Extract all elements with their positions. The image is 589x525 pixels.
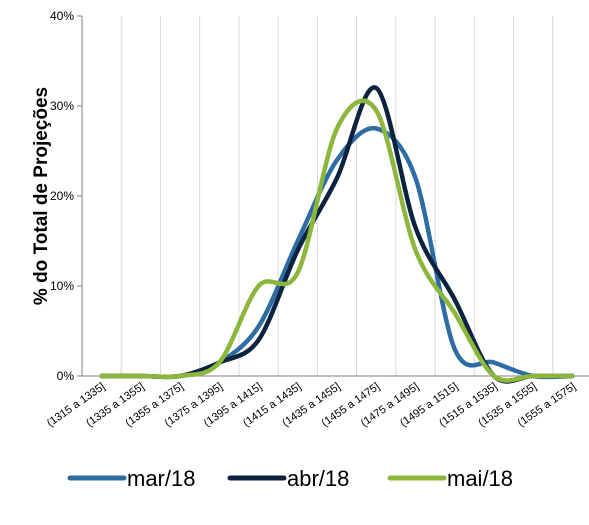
- x-axis-ticks: (1315 a 1335](1335 a 1355](1355 a 1375](…: [45, 381, 578, 430]
- series-line-mar-18: [99, 126, 575, 380]
- series-lines: [99, 85, 575, 384]
- y-axis-ticks: 0% 10% 20% 30% 40%: [50, 9, 82, 383]
- y-tick-label: 0%: [57, 369, 75, 383]
- legend: mar/18 abr/18 mai/18: [67, 466, 513, 491]
- y-tick-label: 10%: [50, 279, 74, 293]
- gridlines: [120, 16, 554, 376]
- y-tick-label: 20%: [50, 189, 74, 203]
- axes: [81, 16, 589, 377]
- series-line-mai-18: [99, 98, 575, 383]
- y-axis-label: % do Total de Projeções: [31, 87, 52, 305]
- legend-label: mai/18: [447, 466, 513, 491]
- y-tick-label: 40%: [50, 9, 74, 23]
- legend-label: mar/18: [127, 466, 195, 491]
- legend-label: abr/18: [287, 466, 349, 491]
- y-tick-label: 30%: [50, 99, 74, 113]
